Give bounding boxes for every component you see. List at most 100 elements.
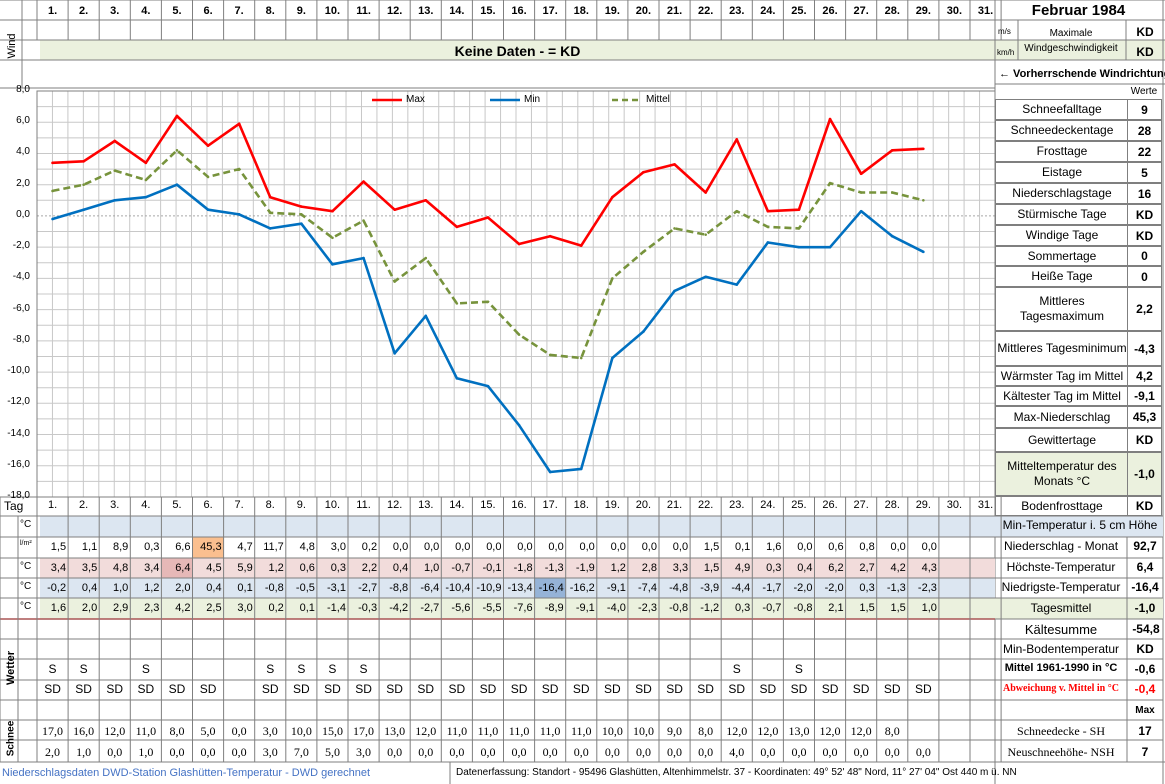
table-day-4: 4. [141, 499, 151, 511]
series-point-min [331, 263, 334, 266]
schneedecke-label: Schneedecke - SH [1017, 724, 1105, 738]
werte-label: Werte [1130, 86, 1158, 97]
table-cell: 6,4 [175, 562, 191, 574]
schnee-cell: 5,0 [200, 724, 216, 738]
table-cell: 0,1 [299, 602, 315, 614]
wetter-cell: S [48, 662, 57, 676]
y-tick-label: -10,0 [7, 365, 30, 377]
stat-value: KD [1127, 205, 1161, 224]
table-cell: 0,3 [330, 562, 346, 574]
stat-row: Frosttage 22 [995, 141, 1162, 162]
day-header-12: 12. [386, 5, 403, 17]
wetter-cell: SD [790, 682, 808, 696]
schnee-cell: 0,0 [760, 745, 776, 759]
schnee-cell: 11,0 [135, 724, 157, 738]
table-cell: 4,8 [112, 562, 129, 574]
day-header-17: 17. [542, 5, 558, 17]
y-tick-label: -8,0 [12, 333, 30, 345]
y-tick-label: 6,0 [16, 115, 30, 127]
series-point-min [206, 208, 210, 211]
table-cell: 4,5 [206, 562, 222, 574]
table-cell: -2,0 [824, 582, 844, 594]
table-cell: -1,7 [762, 582, 782, 594]
wetter-cell: SD [852, 682, 870, 696]
schnee-cell: 8,0 [169, 724, 185, 738]
series-point-max [393, 208, 396, 211]
table-cell: 0,4 [81, 582, 98, 594]
stat-row: Mittleres Tagesminimum -4,3 [995, 331, 1162, 366]
table-day-7: 7. [234, 499, 244, 511]
schnee-cell: 4,0 [729, 745, 745, 759]
table-cell: -10,4 [445, 582, 471, 594]
wetter-label: Wetter [5, 650, 17, 686]
niederschlag-monat-label: Niederschlag - Monat [1003, 539, 1119, 553]
table-cell: 0,0 [921, 541, 937, 553]
series-point-min [393, 352, 396, 355]
stat-value: 2,2 [1127, 288, 1161, 330]
table-cell: -1,3 [544, 562, 564, 574]
table-cell: -5,6 [451, 602, 471, 614]
table-cell: -13,4 [507, 582, 533, 594]
table-cell: 2,2 [361, 562, 378, 574]
table-cell: 0,0 [392, 541, 409, 553]
series-point-mittel [51, 189, 54, 193]
wetter-cell: S [359, 662, 368, 676]
stat-label: Schneefalltage [1022, 102, 1102, 116]
highlight-max-precip [192, 537, 224, 558]
stat-value: 9 [1127, 100, 1161, 119]
table-cell: 1,2 [610, 562, 626, 574]
series-point-min [859, 209, 863, 213]
day-header-24: 24. [760, 5, 776, 17]
table-day-19: 19. [604, 499, 620, 511]
schnee-cell: 11,0 [570, 724, 592, 738]
table-cell: 2,0 [175, 582, 191, 594]
series-point-max [144, 161, 148, 165]
table-cell: -0,1 [482, 562, 502, 574]
table-day-12: 12. [386, 499, 403, 511]
series-point-max [797, 208, 801, 211]
day-header-16: 16. [511, 5, 527, 17]
stat-value: -1,0 [1127, 453, 1161, 495]
table-cell: 0,8 [859, 541, 875, 553]
day-header-25: 25. [791, 5, 807, 17]
table-cell: -10,9 [476, 582, 502, 594]
series-point-mittel [517, 333, 521, 336]
stat-row: Sommertage 0 [995, 246, 1162, 266]
stat-label: Gewittertage [1027, 432, 1097, 447]
table-cell: -0,7 [451, 562, 471, 574]
series-point-max [922, 147, 925, 151]
series-line-mittel [52, 149, 924, 360]
row-bg [40, 558, 995, 578]
series-line-max [52, 114, 924, 247]
neuschnee-label: Neuschneehöhe- NSH [1007, 745, 1115, 759]
month-title: Februar 1984 [1031, 2, 1126, 19]
series-point-max [113, 139, 117, 143]
wetter-cell: SD [915, 682, 932, 696]
stat-label: Mittleres Tagesminimum [997, 341, 1127, 355]
table-cell: 4,7 [237, 541, 253, 553]
schnee-cell: 0,0 [635, 745, 651, 759]
series-point-max [859, 172, 863, 176]
stat-row: Heiße Tage 0 [995, 266, 1162, 287]
day-header-10: 10. [324, 5, 341, 17]
series-point-min [424, 314, 428, 318]
wetter-cell: SD [604, 682, 621, 696]
day-header-4: 4. [141, 5, 151, 17]
table-day-28: 28. [884, 499, 900, 511]
day-header-22: 22. [697, 5, 714, 17]
stat-row: Eistage 5 [995, 162, 1162, 183]
wetter-cell: SD [75, 682, 92, 696]
tagesmittel-value: -1,0 [1134, 601, 1156, 615]
series-point-mittel [828, 181, 832, 185]
table-cell: 3,5 [81, 562, 98, 574]
wetter-cell: SD [541, 682, 559, 696]
series-point-min [362, 256, 365, 260]
schnee-cell: 0,0 [231, 745, 247, 759]
schnee-cell: 0,0 [915, 745, 931, 759]
max-wind-ms: KD [1136, 25, 1154, 39]
schnee-cell: 5,0 [324, 745, 340, 759]
table-cell: 1,6 [766, 541, 782, 553]
niederschlag-monat-value: 92,7 [1133, 539, 1157, 553]
table-day-20: 20. [635, 499, 652, 511]
table-cell: 0,0 [423, 541, 440, 553]
